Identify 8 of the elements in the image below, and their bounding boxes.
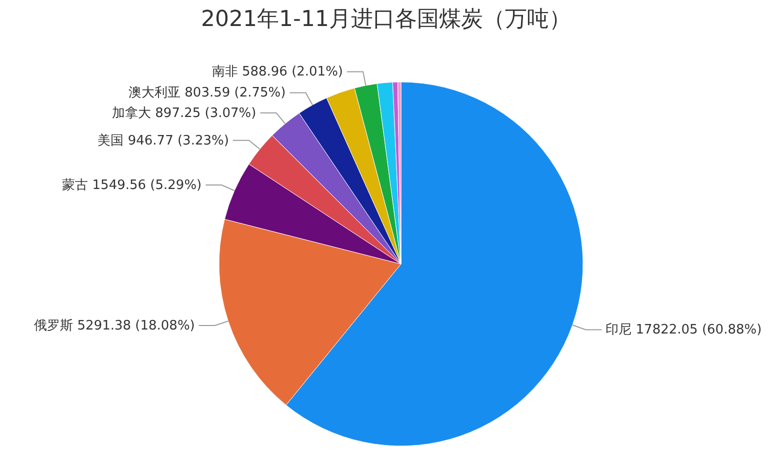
- slice-label: 美国 946.77 (3.23%): [98, 132, 229, 148]
- slice-label: 印尼 17822.05 (60.88%): [606, 322, 762, 338]
- chart-title: 2021年1-11月进口各国煤炭（万吨）: [200, 6, 572, 34]
- slice-label: 俄罗斯 5291.38 (18.08%): [34, 318, 195, 334]
- slice-label: 蒙古 1549.56 (5.29%): [62, 178, 202, 193]
- slice-label: 加拿大 897.25 (3.07%): [112, 106, 256, 121]
- slice-label: 澳大利亚 803.59 (2.75%): [128, 86, 286, 101]
- slice-label: 南非 588.96 (2.01%): [212, 64, 344, 80]
